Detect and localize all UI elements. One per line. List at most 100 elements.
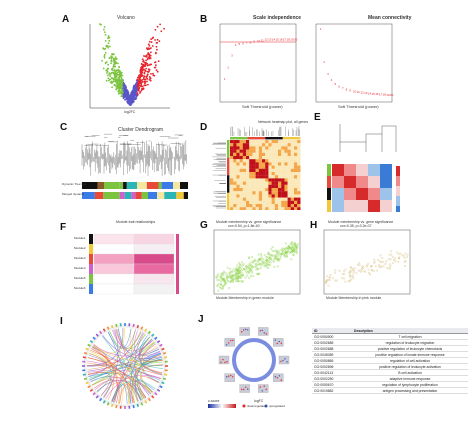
heatmap-cell <box>294 181 298 185</box>
heatmap-cell <box>255 168 259 173</box>
heatmap-cell <box>252 184 256 189</box>
heatmap-cell <box>278 175 282 179</box>
panel-a-title: Volcano <box>117 15 135 21</box>
volcano-point <box>122 91 124 94</box>
scatter-point <box>283 249 286 252</box>
heatmap-cell <box>258 156 263 160</box>
chord-segment <box>115 404 118 409</box>
heatmap-cell <box>236 165 240 169</box>
adjacency-cell <box>380 164 392 176</box>
scatter-point <box>390 253 393 256</box>
heatmap-cell <box>249 184 253 189</box>
volcano-plot <box>89 23 170 109</box>
scatter-point <box>240 274 242 277</box>
volcano-point <box>111 77 113 79</box>
heatmap-cell <box>262 140 266 144</box>
heatmap-cell <box>242 207 247 210</box>
module-color-swatch <box>89 234 93 244</box>
volcano-point <box>148 78 151 81</box>
gene-point <box>245 328 247 331</box>
scatter-point <box>232 268 235 271</box>
scatter-point <box>361 267 364 270</box>
module-trait-cell <box>133 273 175 285</box>
heatmap-cell <box>290 168 295 173</box>
heatmap-cell <box>239 146 243 150</box>
heatmap-cell <box>297 207 301 210</box>
chord-segment <box>161 381 165 385</box>
scatter-point <box>270 254 272 257</box>
volcano-point <box>107 46 110 49</box>
scatter-point <box>247 263 250 266</box>
volcano-point <box>143 72 146 75</box>
heatmap-cell <box>281 204 285 208</box>
chord-segment <box>144 328 148 332</box>
heatmap-cell <box>262 188 266 192</box>
scatter-point <box>334 269 337 272</box>
heatmap-cell <box>255 181 259 185</box>
scatter-point <box>277 257 280 260</box>
table-header-description: Description <box>352 328 468 335</box>
scatter-point <box>263 265 266 268</box>
heatmap-cell <box>268 172 272 176</box>
scatter-point <box>394 260 397 263</box>
heatmap-cell <box>230 156 234 160</box>
heatmap-cell <box>252 172 256 176</box>
module-trait-row-label: Module5 <box>74 276 86 280</box>
heatmap-cell <box>297 168 301 173</box>
go-id-cell: GO:0002696 <box>312 363 352 371</box>
volcano-point <box>110 82 113 85</box>
chord-segment <box>140 326 144 330</box>
scatter-point <box>241 272 244 275</box>
chord-link <box>115 329 146 350</box>
heatmap-cell <box>252 194 256 198</box>
volcano-point <box>135 81 138 84</box>
go-circle-plot <box>208 327 290 408</box>
panel-f-title: Module-trait relationships <box>116 220 156 224</box>
scatter-point <box>215 276 218 279</box>
heatmap-cell <box>265 194 269 198</box>
go-inner-ring <box>232 338 276 382</box>
module-color-bar <box>123 182 127 189</box>
heatmap-cell <box>262 184 266 189</box>
adjacency-cell <box>356 200 368 212</box>
heatmap-cell <box>265 143 269 147</box>
scatter-point <box>371 265 373 267</box>
chord-segment <box>87 385 91 389</box>
module-trait-row-label: Module6 <box>74 286 86 290</box>
go-term-table: ID Description GO:0050900 T cell migratio… <box>312 328 468 395</box>
heatmap-cell <box>278 156 282 160</box>
volcano-point <box>129 103 132 106</box>
volcano-point <box>106 67 109 70</box>
chord-segment <box>89 340 94 344</box>
scatter-point <box>257 272 260 275</box>
heatmap-cell <box>278 140 282 144</box>
volcano-point <box>146 73 149 76</box>
heatmap-cell <box>262 204 266 208</box>
panel-h-subtitle: cor=0.35, p=3.2e-07 <box>340 224 372 228</box>
module-color-bar <box>327 200 331 212</box>
gene-point <box>228 342 230 344</box>
heatmap-cell <box>297 156 301 160</box>
power-label: 12 <box>264 38 268 42</box>
module-color-bar <box>103 192 120 199</box>
go-term-sector <box>224 373 235 382</box>
scatter-point <box>245 274 248 277</box>
volcano-point <box>138 76 140 78</box>
scatter-point <box>329 274 332 276</box>
scatter-point <box>336 279 338 282</box>
heatmap-cell <box>239 172 243 176</box>
chord-link <box>116 328 136 348</box>
heatmap-cell <box>281 191 285 195</box>
scatter-point <box>271 254 273 257</box>
heatmap-cell <box>246 146 250 150</box>
heatmap-cell <box>290 197 295 201</box>
heatmap-cell <box>287 172 291 176</box>
go-id-cell: GO:0050670 <box>312 381 352 389</box>
heatmap-cell <box>290 175 295 179</box>
volcano-point <box>118 92 120 95</box>
scatter-point <box>276 252 279 255</box>
volcano-point <box>142 63 145 66</box>
heatmap-cell <box>242 178 247 182</box>
volcano-point <box>126 96 128 99</box>
heatmap-cell <box>278 168 282 173</box>
